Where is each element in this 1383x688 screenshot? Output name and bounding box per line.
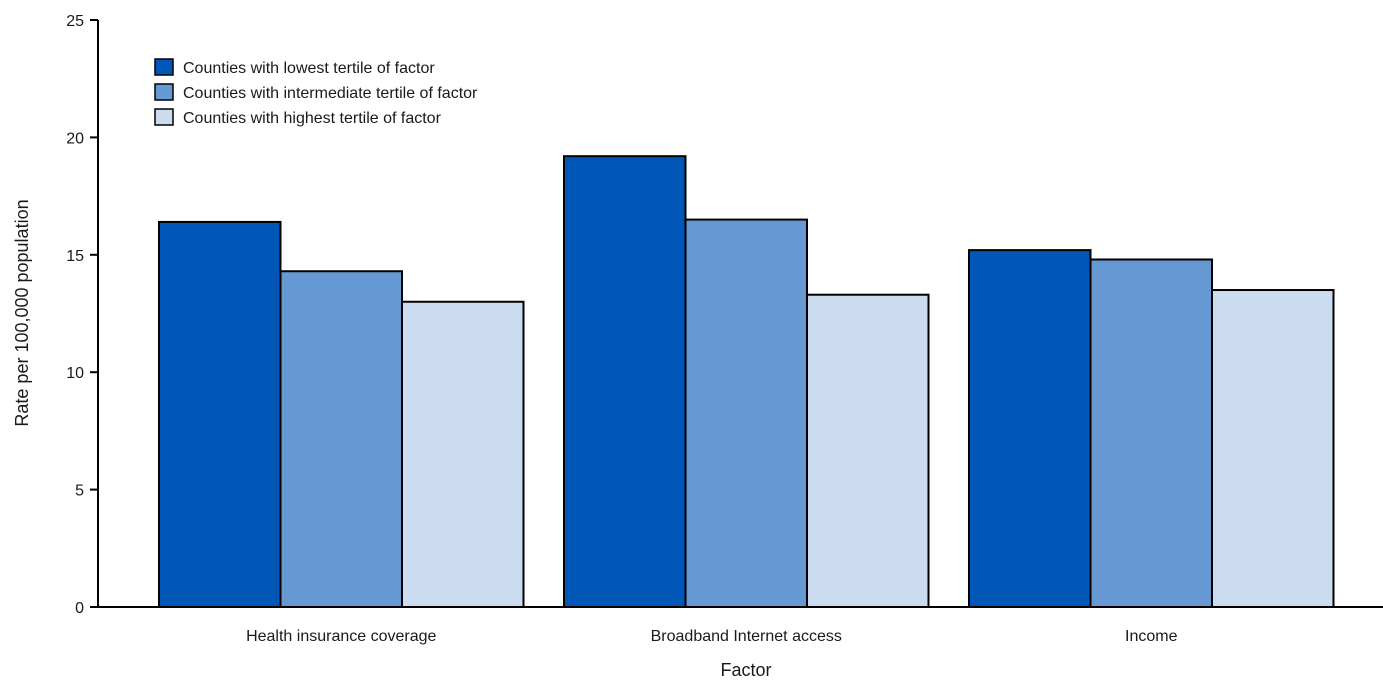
bar <box>1211 289 1335 608</box>
x-tick-label: Health insurance coverage <box>246 628 436 645</box>
bar <box>806 293 930 608</box>
y-tick-label: 0 <box>75 600 84 617</box>
legend-swatch <box>154 83 174 101</box>
x-axis-title: Factor <box>720 660 771 680</box>
y-tick-label: 15 <box>66 248 84 265</box>
y-tick-labels: 0 5 10 15 20 25 <box>66 13 98 617</box>
bar <box>1089 258 1213 608</box>
legend-label: Counties with intermediate tertile of fa… <box>183 85 478 102</box>
bar <box>401 300 525 608</box>
y-tick-label: 20 <box>66 130 84 147</box>
x-tick-label: Income <box>1125 628 1178 645</box>
bar <box>563 155 687 609</box>
legend-swatch <box>154 58 174 76</box>
y-tick-label: 25 <box>66 13 84 30</box>
bar <box>684 218 808 609</box>
y-axis-title: Rate per 100,000 population <box>12 199 32 426</box>
y-tick-label: 10 <box>66 365 84 382</box>
legend-swatch <box>154 108 174 126</box>
legend-label: Counties with lowest tertile of factor <box>183 60 435 77</box>
y-tick-label: 5 <box>75 483 84 500</box>
x-tick-label: Broadband Internet access <box>651 628 842 645</box>
bar <box>968 249 1092 608</box>
legend: Counties with lowest tertile of factor Co… <box>154 58 478 127</box>
legend-label: Counties with highest tertile of factor <box>183 110 442 127</box>
bars-layer <box>158 155 1335 609</box>
x-tick-labels: Health insurance coverage Broadband Inter… <box>246 628 1178 645</box>
axes-layer <box>97 20 1383 608</box>
bar <box>158 220 282 608</box>
bar <box>279 270 403 608</box>
